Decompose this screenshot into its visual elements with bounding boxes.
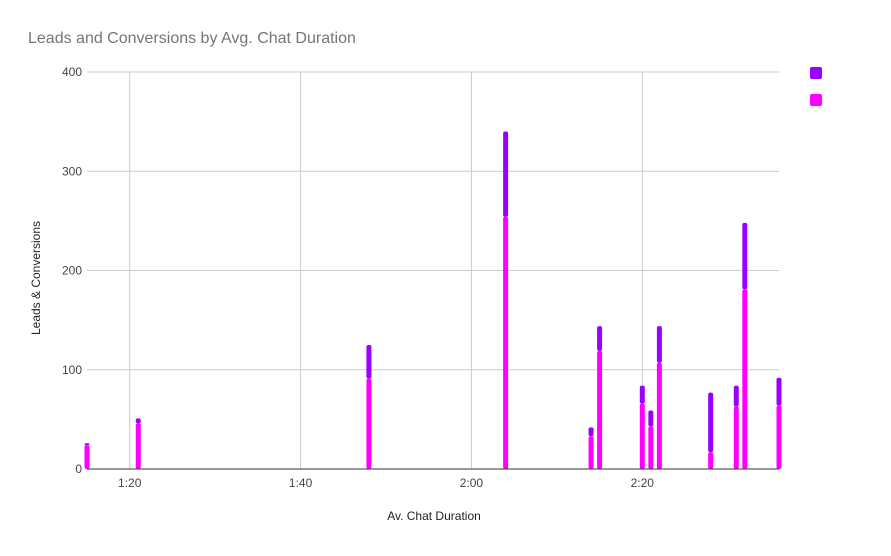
x-tick-label: 1:40 [289,476,313,490]
bar-series-1 [597,350,603,469]
bar-series-2 [776,377,782,406]
chart-title: Leads and Conversions by Avg. Chat Durat… [28,30,356,47]
bar-series-1 [588,436,594,469]
x-tick-label: 1:20 [118,476,142,490]
bar-series-2 [733,385,739,407]
y-tick-label: 0 [75,462,82,476]
bar-series-2 [639,385,645,404]
y-tick-label: 300 [62,164,82,178]
bar-series-1 [776,405,782,469]
bar-series-2 [588,427,594,437]
bar-series-2 [708,392,714,453]
bar-series-2 [84,443,90,446]
bar-series-1 [84,445,90,469]
y-tick-label: 400 [62,65,82,79]
bar-series-1 [742,289,748,469]
bar-series-1 [366,378,372,469]
axis-layer: 0 100 200 300 400 1:20 1:40 2:00 2:20 [62,65,779,490]
legend [810,67,822,106]
y-tick-label: 200 [62,264,82,278]
grid-layer [87,71,779,469]
bar-series-2 [366,344,372,379]
legend-swatch [810,67,822,79]
bar-series-2 [742,222,748,290]
bar-series-2 [656,326,662,363]
y-tick-label: 100 [62,363,82,377]
x-tick-label: 2:00 [460,476,484,490]
bar-series-2 [503,131,509,217]
bar-series-1 [135,423,141,469]
x-axis-label: Av. Chat Duration [387,509,481,523]
bar-series-2 [648,410,654,427]
bars-layer [84,131,782,469]
bar-series-1 [656,362,662,469]
y-axis-label: Leads & Conversions [29,221,43,335]
bar-series-2 [135,418,141,424]
bar-series-1 [639,403,645,469]
legend-swatch [810,94,822,106]
bar-series-1 [708,452,714,469]
bar-series-2 [597,326,603,351]
bar-series-1 [503,216,509,469]
bar-series-1 [733,406,739,469]
x-tick-label: 2:20 [631,476,655,490]
bar-series-1 [648,426,654,469]
